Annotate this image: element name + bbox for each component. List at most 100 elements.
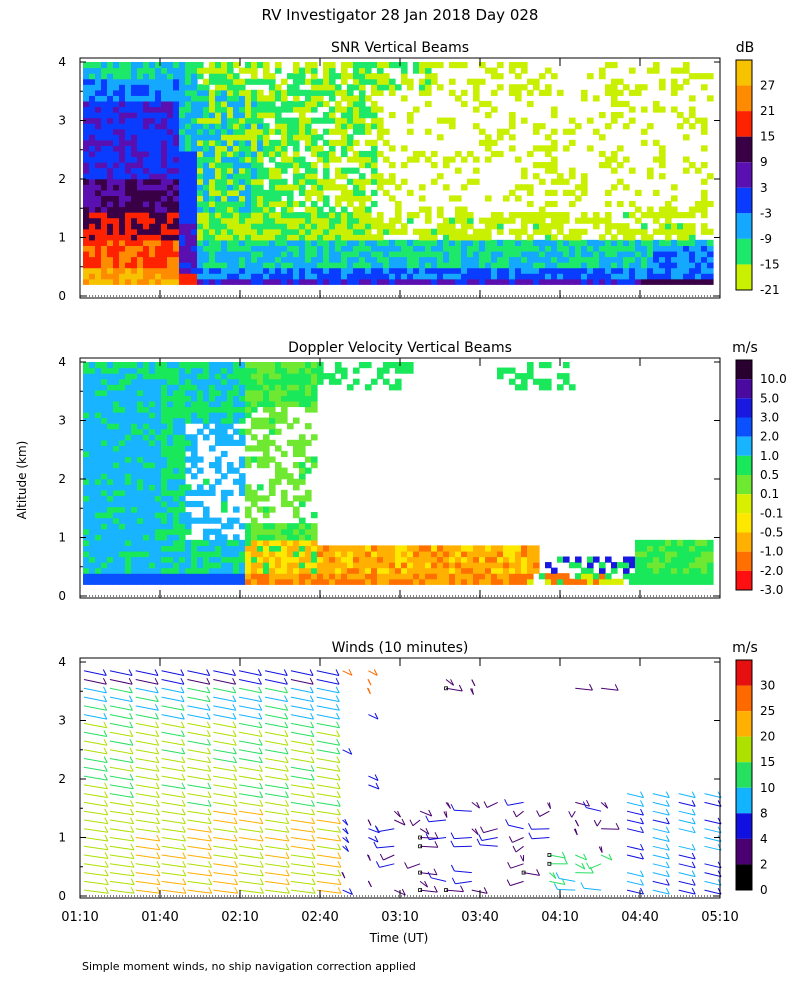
colorbar-label: 0.1 — [760, 487, 779, 501]
heatmap-cell — [227, 123, 234, 130]
heatmap-cell — [395, 212, 402, 219]
heatmap-cell — [701, 162, 708, 169]
heatmap-cell — [431, 567, 438, 574]
heatmap-cell — [125, 245, 132, 252]
heatmap-cell — [125, 100, 132, 108]
heatmap-cell — [389, 573, 396, 580]
heatmap-cell — [167, 506, 174, 513]
heatmap-cell — [143, 556, 150, 563]
heatmap-cell — [131, 423, 138, 430]
heatmap-cell — [215, 117, 222, 124]
heatmap-cell — [167, 439, 174, 446]
heatmap-cell — [413, 550, 420, 558]
heatmap-cell — [473, 89, 480, 96]
heatmap-cell — [419, 573, 426, 580]
heatmap-cell — [173, 239, 180, 246]
heatmap-cell — [113, 506, 120, 513]
wind-barb — [109, 819, 134, 825]
heatmap-cell — [545, 245, 552, 252]
heatmap-cell — [221, 173, 228, 180]
heatmap-cell — [125, 417, 132, 424]
heatmap-cell — [311, 373, 318, 380]
heatmap-cell — [419, 578, 426, 585]
heatmap-cell — [305, 562, 312, 569]
heatmap-cell — [287, 117, 294, 124]
heatmap-cell — [251, 256, 258, 263]
heatmap-cell — [131, 384, 138, 391]
colorbar-label: 15 — [760, 130, 775, 144]
heatmap-cell — [455, 239, 462, 246]
heatmap-cell — [407, 545, 414, 552]
heatmap-cell — [329, 378, 336, 385]
heatmap-cell — [539, 573, 546, 580]
heatmap-cell — [521, 217, 528, 224]
heatmap-cell — [191, 373, 198, 380]
heatmap-cell — [143, 395, 150, 402]
heatmap-cell — [245, 162, 252, 169]
heatmap-cell — [215, 367, 222, 374]
heatmap-cell — [101, 384, 108, 391]
heatmap-cell — [83, 262, 90, 269]
heatmap-cell — [413, 256, 420, 263]
heatmap-cell — [311, 389, 318, 396]
heatmap-cell — [233, 95, 240, 102]
heatmap-cell — [107, 384, 114, 391]
heatmap-cell — [419, 239, 426, 246]
heatmap-cell — [365, 384, 372, 391]
heatmap-cell — [437, 278, 444, 285]
heatmap-cell — [149, 278, 156, 285]
heatmap-cell — [671, 550, 678, 558]
heatmap-cell — [215, 478, 222, 485]
heatmap-cell — [209, 128, 216, 135]
wind-barb — [161, 758, 185, 764]
heatmap-cell — [293, 123, 300, 130]
heatmap-cell — [251, 539, 258, 546]
heatmap-cell — [161, 378, 168, 385]
heatmap-cell — [149, 162, 156, 169]
heatmap-cell — [281, 89, 288, 96]
heatmap-cell — [557, 212, 564, 219]
heatmap-cell — [629, 117, 636, 124]
heatmap-cell — [197, 123, 204, 130]
heatmap-cell — [347, 156, 354, 163]
heatmap-cell — [215, 417, 222, 424]
heatmap-cell — [647, 273, 654, 280]
heatmap-cell — [659, 562, 666, 569]
heatmap-cell — [509, 145, 516, 152]
heatmap-cell — [437, 556, 444, 563]
heatmap-cell — [287, 362, 294, 369]
heatmap-cell — [179, 106, 186, 113]
heatmap-cell — [497, 373, 504, 380]
heatmap-cell — [131, 534, 138, 541]
heatmap-cell — [143, 473, 150, 480]
heatmap-cell — [149, 489, 156, 496]
heatmap-cell — [269, 156, 276, 163]
heatmap-cell — [515, 84, 522, 91]
heatmap-cell — [353, 239, 360, 246]
heatmap-cell — [233, 417, 240, 424]
heatmap-cell — [107, 267, 114, 274]
heatmap-cell — [113, 173, 120, 180]
heatmap-cell — [311, 395, 318, 402]
heatmap-cell — [167, 200, 174, 208]
heatmap-cell — [221, 262, 228, 269]
heatmap-cell — [443, 578, 450, 585]
heatmap-cell — [251, 178, 258, 185]
heatmap-cell — [227, 523, 234, 530]
heatmap-cell — [251, 200, 258, 208]
heatmap-cell — [119, 362, 126, 369]
heatmap-cell — [209, 178, 216, 185]
heatmap-cell — [353, 256, 360, 263]
heatmap-cell — [233, 134, 240, 141]
heatmap-cell — [293, 378, 300, 385]
heatmap-cell — [227, 367, 234, 374]
heatmap-cell — [275, 95, 282, 102]
wind-barb-flag — [103, 738, 108, 746]
heatmap-cell — [83, 517, 90, 524]
heatmap-cell — [95, 434, 102, 441]
heatmap-cell — [389, 384, 396, 391]
heatmap-cell — [149, 406, 156, 413]
heatmap-cell — [125, 412, 132, 419]
heatmap-cell — [119, 189, 126, 196]
heatmap-cell — [107, 500, 114, 508]
